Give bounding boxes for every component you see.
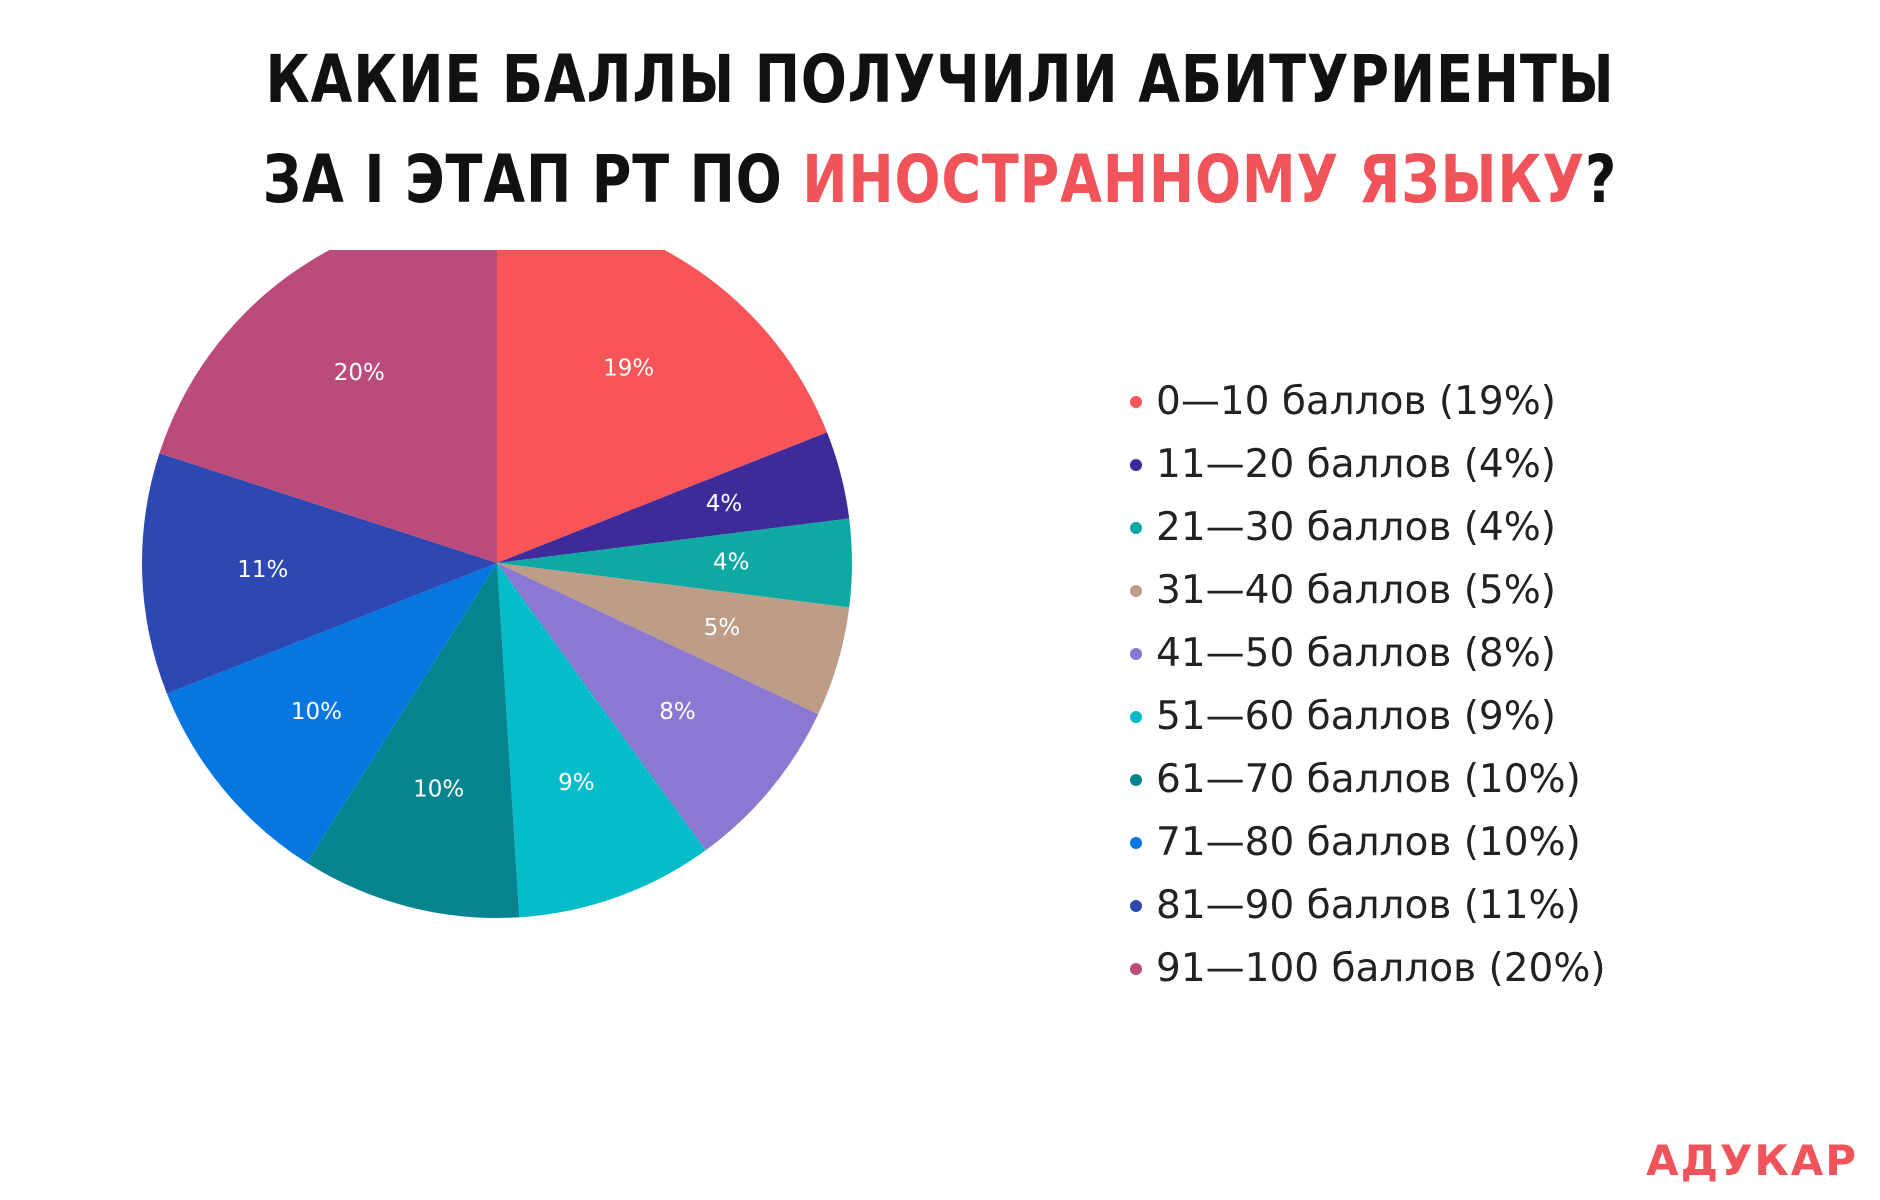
- legend-swatch-4: [1130, 647, 1142, 660]
- slice-label-0: 19%: [603, 356, 654, 382]
- pie-slice-2: [497, 518, 853, 608]
- legend-item-9: 91—100 баллов (20%): [1130, 937, 1606, 1000]
- title-line-2-suffix: ?: [1584, 141, 1618, 218]
- legend-label-8: 81—90 баллов (11%): [1156, 883, 1581, 928]
- legend-swatch-6: [1130, 773, 1142, 786]
- legend-swatch-9: [1130, 962, 1142, 975]
- legend-swatch-7: [1130, 836, 1142, 849]
- legend-swatch-3: [1130, 584, 1142, 597]
- slice-label-8: 11%: [237, 557, 288, 583]
- pie-slice-3: [497, 563, 850, 715]
- pie-slice-5: [497, 563, 706, 918]
- slice-label-7: 10%: [291, 699, 342, 725]
- legend-item-5: 51—60 баллов (9%): [1130, 685, 1606, 748]
- title-line-2: ЗА I ЭТАП РТ ПО ИНОСТРАННОМУ ЯЗЫКУ?: [169, 130, 1711, 230]
- slice-label-2: 4%: [713, 550, 750, 576]
- title-line-1: КАКИЕ БАЛЛЫ ПОЛУЧИЛИ АБИТУРИЕНТЫ: [265, 41, 1615, 118]
- title-line-2-accent: ИНОСТРАННОМУ ЯЗЫКУ: [802, 141, 1585, 218]
- chart-legend: 0—10 баллов (19%) 11—20 баллов (4%) 21—30 …: [1130, 370, 1606, 1000]
- legend-label-5: 51—60 баллов (9%): [1156, 694, 1556, 739]
- pie-slice-0: [497, 250, 828, 563]
- legend-label-7: 71—80 баллов (10%): [1156, 820, 1581, 865]
- pie-slice-4: [497, 563, 819, 851]
- legend-label-9: 91—100 баллов (20%): [1156, 946, 1606, 991]
- title-line-2-prefix: ЗА I ЭТАП РТ ПО: [262, 141, 803, 218]
- legend-item-8: 81—90 баллов (11%): [1130, 874, 1606, 937]
- legend-label-2: 21—30 баллов (4%): [1156, 505, 1556, 550]
- legend-item-2: 21—30 баллов (4%): [1130, 496, 1606, 559]
- brand-logo: АДУКАР: [1646, 1136, 1858, 1185]
- legend-item-6: 61—70 баллов (10%): [1130, 748, 1606, 811]
- legend-item-3: 31—40 баллов (5%): [1130, 559, 1606, 622]
- legend-swatch-8: [1130, 899, 1142, 912]
- legend-label-3: 31—40 баллов (5%): [1156, 568, 1556, 613]
- chart-title: КАКИЕ БАЛЛЫ ПОЛУЧИЛИ АБИТУРИЕНТЫ ЗА I ЭТ…: [169, 30, 1711, 230]
- slice-label-5: 9%: [558, 770, 595, 796]
- legend-label-0: 0—10 баллов (19%): [1156, 379, 1556, 424]
- slice-label-6: 10%: [413, 776, 464, 802]
- legend-item-1: 11—20 баллов (4%): [1130, 433, 1606, 496]
- legend-swatch-0: [1130, 395, 1142, 408]
- legend-label-1: 11—20 баллов (4%): [1156, 442, 1556, 487]
- pie-slice-6: [306, 563, 520, 919]
- legend-item-0: 0—10 баллов (19%): [1130, 370, 1606, 433]
- pie-slice-7: [166, 563, 497, 863]
- legend-swatch-2: [1130, 521, 1142, 534]
- legend-swatch-5: [1130, 710, 1142, 723]
- slice-label-4: 8%: [659, 699, 696, 725]
- pie-slice-8: [142, 453, 498, 694]
- legend-label-4: 41—50 баллов (8%): [1156, 631, 1556, 676]
- legend-swatch-1: [1130, 458, 1142, 471]
- pie-slice-1: [497, 432, 850, 563]
- legend-label-6: 61—70 баллов (10%): [1156, 757, 1581, 802]
- pie-chart: 19% 4% 4% 5% 8% 9% 10% 10% 11% 20%: [142, 250, 853, 919]
- legend-item-4: 41—50 баллов (8%): [1130, 622, 1606, 685]
- slice-label-9: 20%: [334, 360, 385, 386]
- legend-item-7: 71—80 баллов (10%): [1130, 811, 1606, 874]
- pie-slice-9: [159, 250, 497, 563]
- slice-label-3: 5%: [704, 615, 741, 641]
- slice-label-1: 4%: [706, 491, 743, 517]
